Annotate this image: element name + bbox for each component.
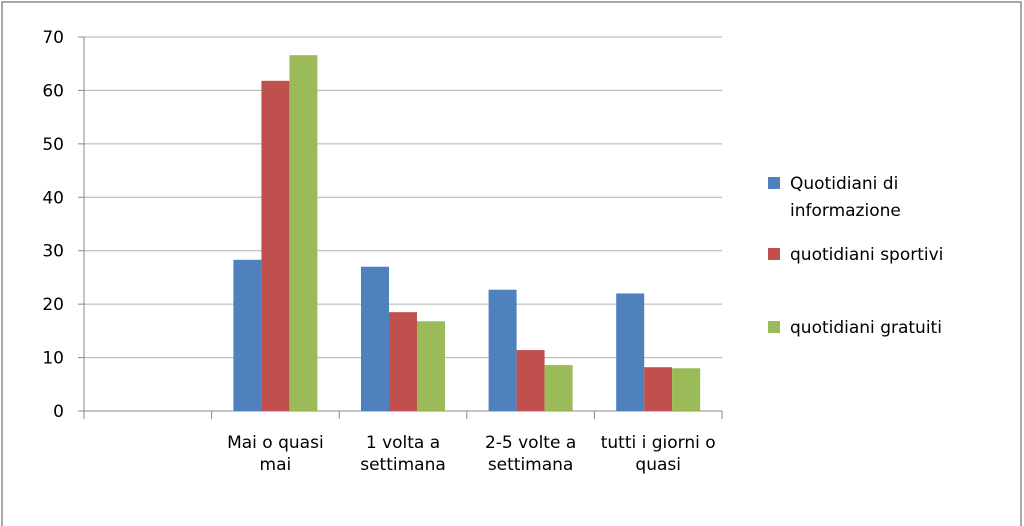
x-tick-label: tutti i giorni o quasi (601, 433, 716, 475)
y-tick-label: 70 (42, 28, 64, 48)
y-tick-label: 30 (42, 242, 64, 262)
bar (672, 368, 701, 411)
y-tick-label: 0 (53, 402, 64, 422)
bar (616, 293, 645, 411)
y-tick-label: 10 (42, 349, 64, 369)
bar (644, 367, 673, 411)
bar (361, 266, 389, 411)
legend-label: quotidiani sportivi (790, 245, 943, 265)
bar (289, 55, 318, 412)
legend-label: Quotidiani di informazione (790, 174, 901, 221)
x-tick-label: Mai o quasi mai (227, 433, 324, 475)
legend-swatch (768, 177, 780, 189)
legend-swatch (768, 248, 780, 260)
bar (389, 312, 417, 411)
bar (516, 350, 545, 411)
bar (488, 289, 517, 411)
x-tick-label: 2-5 volte a settimana (485, 433, 576, 475)
legend-label: quotidiani gratuiti (790, 318, 942, 338)
legend-swatch (768, 321, 780, 333)
bar (261, 80, 290, 411)
x-tick-label: 1 volta a settimana (360, 433, 446, 475)
y-tick-label: 20 (42, 295, 64, 315)
y-tick-label: 60 (42, 81, 64, 101)
bar (544, 365, 573, 411)
bar (233, 259, 262, 411)
y-tick-label: 50 (42, 135, 64, 155)
y-tick-label: 40 (42, 188, 64, 208)
bar (417, 321, 445, 411)
